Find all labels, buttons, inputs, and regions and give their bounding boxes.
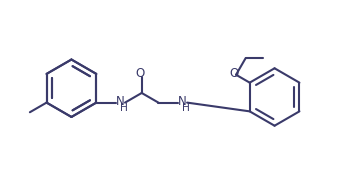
Text: N: N — [178, 95, 187, 108]
Text: N: N — [116, 95, 125, 108]
Text: H: H — [182, 103, 190, 113]
Text: H: H — [120, 103, 128, 113]
Text: O: O — [229, 67, 239, 79]
Text: O: O — [136, 67, 145, 80]
